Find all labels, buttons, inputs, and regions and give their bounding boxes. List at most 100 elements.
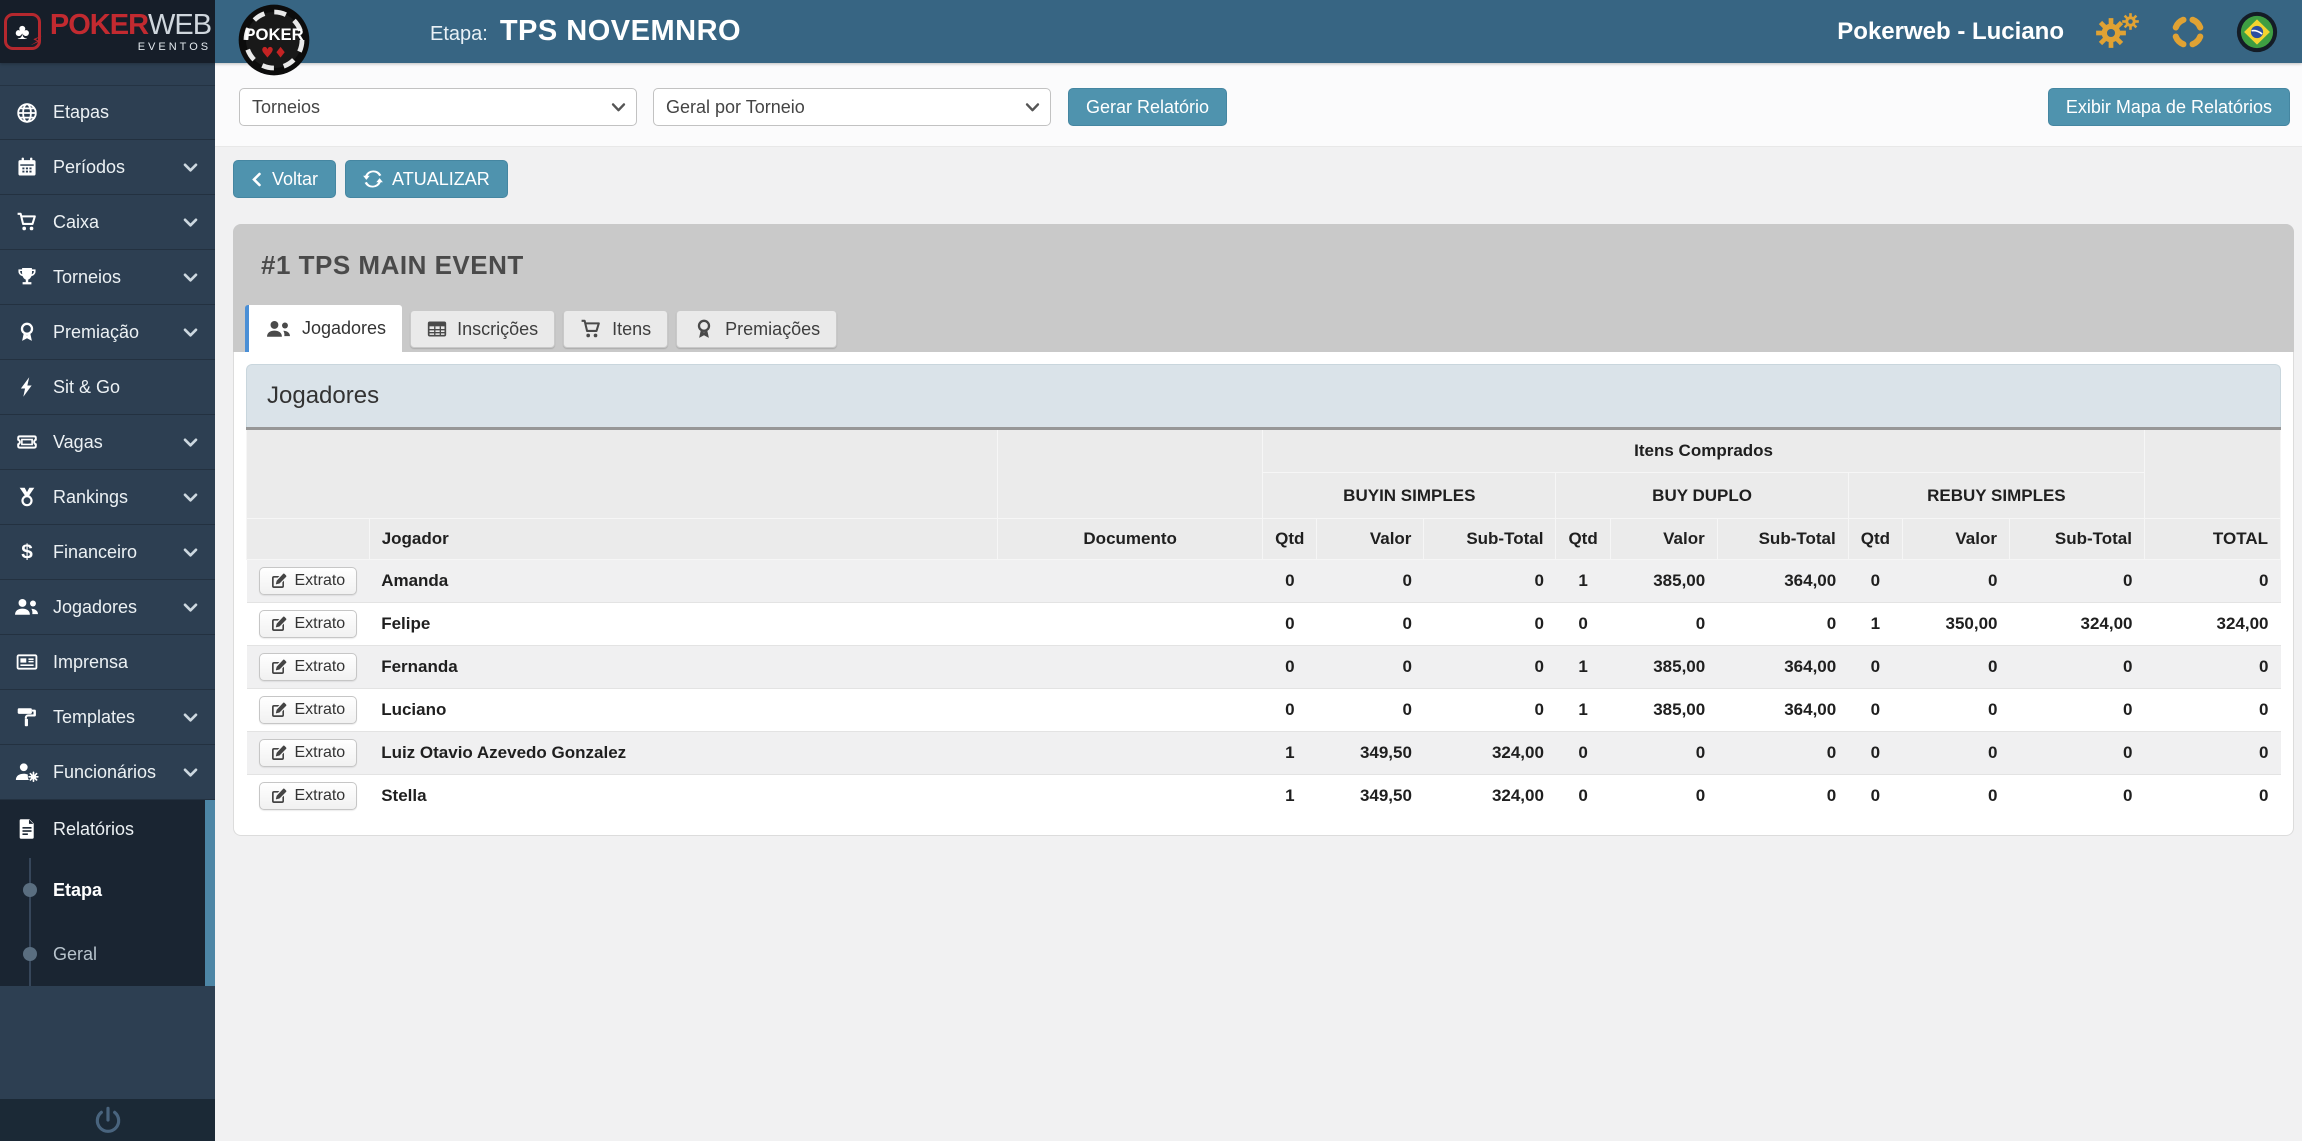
extrato-button-label: Extrato <box>295 701 346 719</box>
cell-qtd: 1 <box>1556 689 1610 732</box>
chevron-down-icon <box>182 544 199 561</box>
extrato-button[interactable]: Extrato <box>259 696 358 724</box>
sidebar-item-etapas[interactable]: Etapas <box>0 85 215 140</box>
box-title: Jogadores <box>246 364 2281 427</box>
report-mode-value: Geral por Torneio <box>666 97 805 118</box>
col-header-jogador: Jogador <box>369 519 997 560</box>
cell-subtotal: 0 <box>1717 603 1848 646</box>
sidebar-item-periodos[interactable]: Períodos <box>0 140 215 195</box>
extrato-button[interactable]: Extrato <box>259 610 358 638</box>
report-type-value: Torneios <box>252 97 320 118</box>
extrato-button[interactable]: Extrato <box>259 739 358 767</box>
cell-valor: 0 <box>1317 689 1424 732</box>
cell-qtd: 1 <box>1263 732 1317 775</box>
app-root: ♣ ⚡ POKERWEB EVENTOS POKER ♥♦ Etapa: TPS… <box>0 0 2302 1141</box>
cell-subtotal: 324,00 <box>1424 732 1556 775</box>
cell-jogador: Luiz Otavio Azevedo Gonzalez <box>369 732 997 775</box>
cell-qtd: 0 <box>1848 775 1902 818</box>
main-content: Torneios Geral por Torneio Gerar Relatór… <box>215 63 2302 1141</box>
report-mode-select[interactable]: Geral por Torneio <box>653 88 1051 126</box>
medal-icon <box>13 486 40 508</box>
edit-icon <box>271 573 287 589</box>
sidebar-item-label: Rankings <box>53 487 128 508</box>
sidebar-subitem-label: Etapa <box>53 880 102 901</box>
cell-valor: 0 <box>1903 732 2010 775</box>
extrato-button-label: Extrato <box>295 787 346 805</box>
bolt-icon <box>13 376 40 398</box>
cell-valor: 350,00 <box>1903 603 2010 646</box>
sidebar-item-imprensa[interactable]: Imprensa <box>0 635 215 690</box>
cell-valor: 0 <box>1903 646 2010 689</box>
extrato-button[interactable]: Extrato <box>259 653 358 681</box>
tab-itens[interactable]: Itens <box>563 310 668 348</box>
svg-text:$: $ <box>21 541 33 563</box>
brand-logo[interactable]: ♣ ⚡ POKERWEB EVENTOS <box>0 0 215 63</box>
cell-subtotal: 364,00 <box>1717 560 1848 603</box>
sidebar-item-sit-go[interactable]: Sit & Go <box>0 360 215 415</box>
cell-subtotal: 324,00 <box>1424 775 1556 818</box>
cell-documento <box>998 646 1263 689</box>
cell-qtd: 1 <box>1848 603 1902 646</box>
sidebar-item-financeiro[interactable]: $ Financeiro <box>0 525 215 580</box>
tab-jogadores[interactable]: Jogadores <box>245 305 402 352</box>
cell-valor: 385,00 <box>1610 689 1717 732</box>
header-blank <box>2145 429 2281 519</box>
tabs: Jogadores Inscrições Itens Premiações <box>245 305 2282 352</box>
sidebar-subitem-geral[interactable]: Geral <box>0 922 215 986</box>
cell-subtotal: 364,00 <box>1717 689 1848 732</box>
sidebar-item-label: Etapas <box>53 102 109 123</box>
user-menu-label[interactable]: Pokerweb - Luciano <box>1837 18 2064 46</box>
show-report-map-button[interactable]: Exibir Mapa de Relatórios <box>2048 88 2290 126</box>
actions-row: Voltar ATUALIZAR <box>215 147 2302 198</box>
back-button-label: Voltar <box>272 169 318 190</box>
cell-total: 0 <box>2145 646 2281 689</box>
sidebar-item-rankings[interactable]: Rankings <box>0 470 215 525</box>
chevron-down-icon <box>182 159 199 176</box>
cell-subtotal: 0 <box>1424 603 1556 646</box>
file-report-icon <box>13 818 40 840</box>
tab-inscricoes[interactable]: Inscrições <box>410 310 555 348</box>
power-icon[interactable] <box>93 1105 123 1135</box>
fullscreen-icon[interactable] <box>2170 14 2206 50</box>
edit-icon <box>271 702 287 718</box>
poker-chip-logo: POKER ♥♦ <box>238 4 310 81</box>
sidebar-item-caixa[interactable]: Caixa <box>0 195 215 250</box>
extrato-button[interactable]: Extrato <box>259 782 358 810</box>
tab-premiacoes[interactable]: Premiações <box>676 310 837 348</box>
sidebar-item-premiacao[interactable]: Premiação <box>0 305 215 360</box>
col-header-valor: Valor <box>1903 519 2010 560</box>
sidebar-item-funcionarios[interactable]: Funcionários <box>0 745 215 800</box>
sidebar-item-relatorios[interactable]: Relatórios <box>0 800 215 858</box>
col-group-itens-comprados: Itens Comprados <box>1263 429 2145 473</box>
sidebar-item-templates[interactable]: Templates <box>0 690 215 745</box>
cell-qtd: 0 <box>1263 603 1317 646</box>
sidebar-item-label: Torneios <box>53 267 121 288</box>
cell-subtotal: 0 <box>2010 646 2145 689</box>
sidebar-item-torneios[interactable]: Torneios <box>0 250 215 305</box>
dollar-icon: $ <box>13 541 40 563</box>
cell-qtd: 0 <box>1848 689 1902 732</box>
generate-report-button[interactable]: Gerar Relatório <box>1068 88 1227 126</box>
cell-valor: 0 <box>1317 646 1424 689</box>
table-row: Extrato Felipe 0000001350,00324,00324,00 <box>247 603 2281 646</box>
event-panel-header: #1 TPS MAIN EVENT Jogadores Inscrições I… <box>233 224 2294 352</box>
sidebar-item-vagas[interactable]: Vagas <box>0 415 215 470</box>
cell-valor: 0 <box>1317 603 1424 646</box>
gears-icon[interactable] <box>2094 12 2140 52</box>
brand-web: WEB <box>148 9 211 41</box>
table-icon <box>427 319 447 339</box>
page-title: TPS NOVEMNRO <box>500 15 741 48</box>
extrato-button[interactable]: Extrato <box>259 567 358 595</box>
sidebar-subitem-etapa[interactable]: Etapa <box>0 858 215 922</box>
sidebar-item-label: Sit & Go <box>53 377 120 398</box>
chevron-down-icon <box>182 709 199 726</box>
col-group-buy-duplo: BUY DUPLO <box>1556 473 1848 519</box>
refresh-button[interactable]: ATUALIZAR <box>345 160 508 198</box>
col-header-subtotal: Sub-Total <box>1424 519 1556 560</box>
back-button[interactable]: Voltar <box>233 160 336 198</box>
sidebar-item-jogadores[interactable]: Jogadores <box>0 580 215 635</box>
cell-qtd: 0 <box>1556 603 1610 646</box>
cell-documento <box>998 603 1263 646</box>
brazil-flag-icon[interactable] <box>2236 11 2278 53</box>
report-type-select[interactable]: Torneios <box>239 88 637 126</box>
